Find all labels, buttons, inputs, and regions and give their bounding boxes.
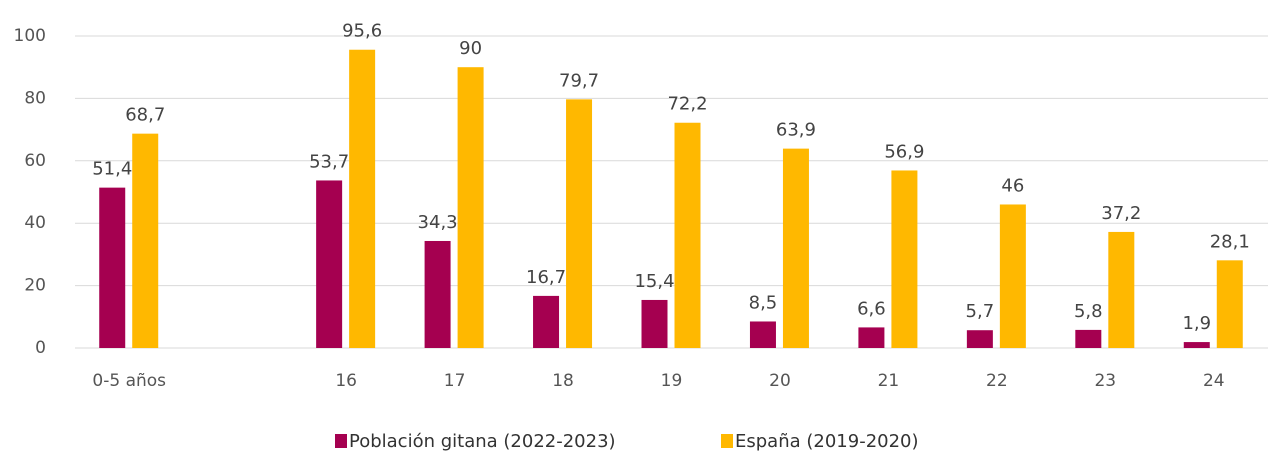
y-tick-label: 80: [24, 88, 46, 108]
legend-swatch: [721, 434, 733, 448]
y-tick-label: 0: [35, 338, 46, 358]
bar: [891, 170, 918, 348]
bar: [566, 99, 593, 348]
legend-label: Población gitana (2022-2023): [349, 431, 616, 452]
data-label: 79,7: [559, 70, 599, 91]
data-label: 1,9: [1182, 313, 1211, 334]
data-label: 16,7: [526, 267, 566, 288]
data-label: 68,7: [125, 105, 165, 126]
y-tick-label: 40: [24, 213, 46, 233]
bar: [457, 67, 484, 348]
bar: [1216, 260, 1243, 348]
data-label: 15,4: [634, 271, 674, 292]
bar: [132, 133, 159, 348]
data-label: 37,2: [1101, 203, 1141, 224]
data-label: 53,7: [309, 151, 349, 172]
x-tick-label: 20: [769, 371, 791, 391]
bar: [424, 240, 451, 348]
x-tick-label: 24: [1203, 371, 1225, 391]
legend-swatch: [335, 434, 347, 448]
data-label: 63,9: [776, 120, 816, 141]
bar: [966, 330, 993, 348]
data-label: 51,4: [92, 159, 132, 180]
x-tick-label: 19: [661, 371, 683, 391]
data-label: 95,6: [342, 21, 382, 42]
bar: [858, 327, 885, 348]
legend-label: España (2019-2020): [735, 431, 919, 452]
data-label: 5,7: [966, 301, 995, 322]
bar: [749, 321, 776, 348]
bar: [349, 49, 376, 349]
y-tick-label: 20: [24, 276, 46, 296]
x-tick-label: 17: [444, 371, 466, 391]
data-label: 46: [1001, 175, 1024, 196]
x-tick-label: 21: [878, 371, 900, 391]
y-tick-label: 100: [14, 26, 46, 46]
x-tick-label: 22: [986, 371, 1008, 391]
bar: [1183, 342, 1210, 348]
data-label: 28,1: [1210, 231, 1250, 252]
x-tick-label: 18: [552, 371, 574, 391]
data-label: 6,6: [857, 298, 886, 319]
data-label: 56,9: [884, 141, 924, 162]
bar: [674, 122, 701, 349]
bar: [782, 148, 809, 348]
bar: [533, 295, 560, 348]
x-tick-label: 16: [335, 371, 357, 391]
x-tick-label: 23: [1094, 371, 1116, 391]
y-tick-label: 60: [24, 151, 46, 171]
bar: [1108, 231, 1135, 348]
data-label: 90: [459, 38, 482, 59]
data-label: 8,5: [749, 292, 778, 313]
bar: [999, 204, 1026, 348]
data-label: 5,8: [1074, 301, 1103, 322]
bar: [99, 187, 126, 348]
bar: [316, 180, 343, 348]
data-label: 72,2: [667, 94, 707, 115]
bar: [641, 299, 668, 348]
bar: [1075, 329, 1102, 348]
data-label: 34,3: [418, 212, 458, 233]
x-tick-label: 0-5 años: [92, 371, 166, 391]
